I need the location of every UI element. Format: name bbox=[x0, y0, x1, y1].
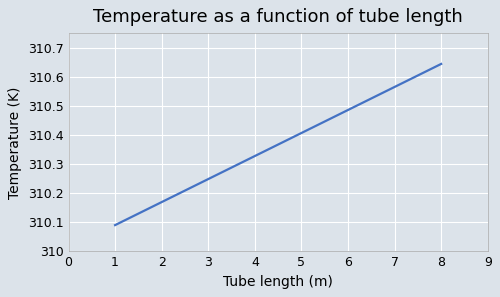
X-axis label: Tube length (m): Tube length (m) bbox=[223, 275, 333, 289]
Y-axis label: Temperature (K): Temperature (K) bbox=[8, 86, 22, 198]
Title: Temperature as a function of tube length: Temperature as a function of tube length bbox=[93, 8, 463, 26]
